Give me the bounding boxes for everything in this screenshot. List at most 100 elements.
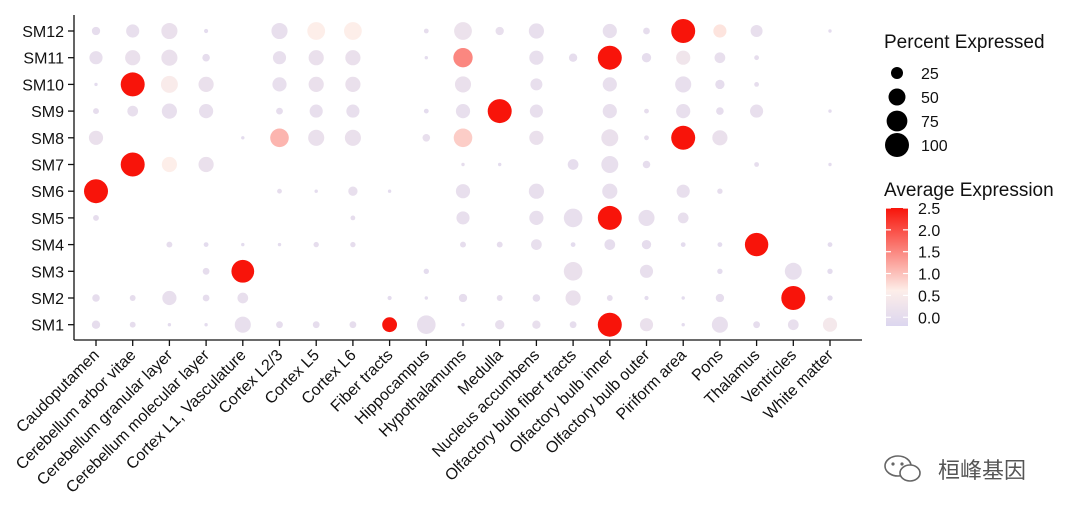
- y-tick-label: SM12: [22, 24, 64, 41]
- dot: [92, 294, 100, 302]
- dot: [529, 130, 544, 145]
- dot: [312, 321, 320, 329]
- dot: [234, 316, 251, 333]
- size-legend-title: Percent Expressed: [884, 32, 1045, 53]
- dot: [827, 295, 833, 301]
- dot: [453, 128, 473, 148]
- dot: [453, 48, 473, 68]
- dot: [602, 183, 618, 199]
- dot: [671, 19, 696, 43]
- dot: [203, 242, 209, 248]
- watermark: 桓峰基因: [884, 455, 1026, 483]
- dot: [828, 29, 832, 33]
- dot: [167, 323, 172, 327]
- dot: [677, 212, 689, 224]
- y-tick-label: SM10: [22, 77, 64, 94]
- dot: [754, 82, 759, 87]
- dot: [424, 56, 428, 60]
- y-tick-label: SM1: [31, 318, 64, 335]
- dot: [231, 259, 255, 283]
- dot: [272, 51, 287, 65]
- dot: [602, 77, 617, 92]
- plot-area: SM1SM2SM3SM4SM5SM6SM7SM8SM9SM10SM11SM12 …: [13, 15, 862, 497]
- dot: [822, 317, 838, 332]
- dot: [202, 267, 210, 275]
- dot: [827, 268, 833, 274]
- color-legend-label: 2.5: [918, 201, 940, 218]
- size-legend-dot: [886, 110, 908, 132]
- dot: [456, 211, 470, 225]
- dot: [644, 135, 649, 141]
- dot: [345, 76, 361, 92]
- dot: [671, 125, 696, 150]
- dot: [532, 320, 541, 329]
- dot: [204, 28, 209, 34]
- dot: [309, 104, 323, 118]
- dot: [88, 130, 104, 145]
- dot: [495, 26, 504, 36]
- size-legend-label: 50: [921, 90, 939, 107]
- dot: [597, 205, 622, 230]
- dot: [461, 323, 465, 327]
- dot: [754, 162, 759, 167]
- dot: [641, 239, 652, 250]
- dot: [458, 293, 468, 303]
- dot: [162, 290, 177, 306]
- dot: [712, 130, 728, 146]
- dot: [531, 239, 542, 250]
- size-legend-dot: [888, 88, 906, 106]
- dot: [307, 22, 326, 40]
- dot: [93, 214, 99, 221]
- dot: [129, 321, 136, 328]
- dot: [344, 22, 362, 40]
- dot: [715, 79, 725, 90]
- dot: [597, 312, 622, 337]
- dot: [680, 242, 686, 248]
- watermark-text: 桓峰基因: [938, 458, 1026, 483]
- dot: [716, 107, 724, 115]
- dot: [781, 286, 806, 310]
- dot: [787, 319, 799, 331]
- dot: [563, 262, 583, 281]
- dot: [750, 25, 763, 37]
- dot: [270, 128, 289, 148]
- dot: [638, 209, 655, 226]
- dot: [120, 152, 145, 177]
- dot: [91, 320, 101, 329]
- dot: [346, 104, 360, 118]
- dot: [602, 23, 617, 39]
- dot: [308, 76, 324, 92]
- y-tick-label: SM2: [31, 291, 64, 308]
- dot: [529, 50, 544, 65]
- color-legend-label: 0.0: [918, 310, 940, 327]
- color-legend-label: 1.5: [918, 245, 940, 262]
- dot: [166, 241, 173, 248]
- dot: [529, 104, 543, 118]
- dot: [676, 104, 691, 119]
- dot: [350, 241, 356, 248]
- y-tick-label: SM4: [31, 238, 64, 255]
- dot: [455, 104, 471, 119]
- dot: [161, 22, 178, 40]
- legend: Percent Expressed 25 50 75 100 Average Expr…: [884, 32, 1054, 327]
- dot: [601, 129, 619, 147]
- dot: [417, 315, 436, 335]
- dot: [241, 136, 245, 140]
- dot: [387, 189, 392, 193]
- dot: [529, 210, 544, 225]
- dot: [424, 296, 428, 300]
- y-tick-label: SM8: [31, 131, 64, 148]
- dot: [643, 27, 650, 35]
- dot: [717, 242, 723, 248]
- dot: [91, 26, 101, 36]
- size-legend-dot: [891, 67, 903, 79]
- size-legend-label: 100: [921, 138, 948, 155]
- dot: [681, 323, 685, 327]
- dot: [198, 76, 214, 92]
- dot: [349, 321, 357, 329]
- dot: [828, 109, 832, 113]
- dot: [120, 72, 145, 97]
- dot: [532, 294, 541, 302]
- dot: [423, 268, 429, 274]
- dot: [528, 23, 544, 39]
